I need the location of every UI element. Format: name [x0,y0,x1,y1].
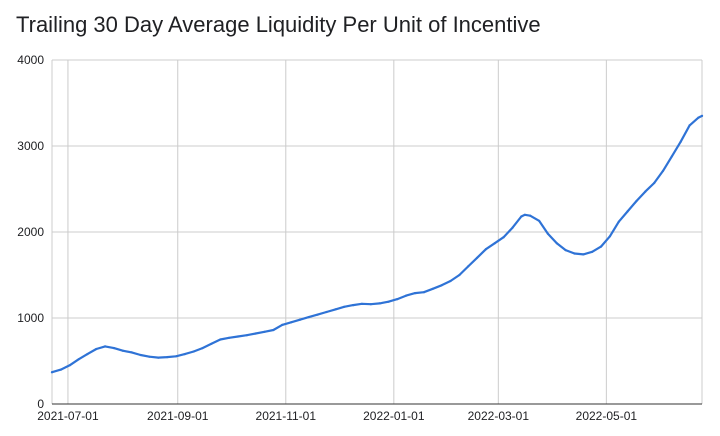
data-point [104,345,107,348]
data-point [422,291,425,294]
data-point [502,236,505,239]
data-point [635,199,638,203]
data-point [653,181,656,185]
data-point [378,302,381,305]
horizontal-gridlines [52,59,702,405]
data-point [414,292,417,295]
chart-title: Trailing 30 Day Average Liquidity Per Un… [16,12,541,37]
y-tick-label: 0 [37,397,44,411]
data-point [538,219,541,222]
data-point [343,305,346,308]
data-point [529,214,532,217]
data-point [493,242,496,245]
data-point [511,226,514,229]
y-tick-label: 1000 [17,311,44,325]
data-point [573,252,576,255]
data-point [316,313,319,316]
x-axis-tick-labels: 2021-07-01 2021-09-01 2021-11-01 2022-01-01… [37,409,637,423]
data-point [157,356,160,359]
data-point [360,302,363,305]
data-point [405,294,408,297]
data-point [325,310,328,314]
data-point [174,355,178,358]
data-point [201,347,204,350]
series-group [50,114,704,374]
x-tick-label: 2022-03-01 [468,409,530,423]
data-point [546,232,550,235]
data-point [59,368,63,371]
data-point [523,213,527,216]
x-tick-label: 2021-11-01 [256,409,317,423]
data-point [50,371,54,374]
data-point [77,358,80,361]
data-point [564,249,567,252]
data-point [440,284,443,287]
data-point [369,303,372,306]
data-point [679,140,682,143]
data-point [599,245,603,248]
data-point [670,155,674,158]
data-point [591,250,594,253]
data-point [307,316,310,319]
data-point [661,169,665,172]
data-point [555,242,558,245]
data-point [68,364,71,367]
y-tick-label: 4000 [17,53,44,67]
data-point [112,347,116,350]
data-point [210,342,213,345]
data-point [254,332,257,335]
data-point [688,124,691,127]
data-point [582,253,585,256]
data-point [449,279,452,283]
series-line [50,114,704,374]
data-point [697,116,700,119]
data-point [431,287,434,290]
data-point [467,265,470,268]
data-point [95,347,98,351]
data-point [130,351,133,354]
data-point [617,220,620,223]
data-point [458,273,461,277]
x-tick-label: 2022-05-01 [576,409,638,423]
data-point [121,349,124,352]
data-point [183,353,186,356]
x-tick-label: 2021-07-01 [37,409,99,423]
data-point [352,304,355,307]
data-point [139,353,142,357]
y-tick-label: 2000 [17,225,44,239]
data-point [281,323,284,326]
data-point [290,321,293,324]
y-tick-label: 3000 [17,139,44,153]
data-point [626,210,629,213]
data-point [166,356,169,359]
data-point [148,355,151,358]
data-point [334,308,337,311]
y-axis-tick-labels: 0 1000 2000 3000 4000 [17,53,44,411]
data-point [644,190,647,193]
data-point [396,298,399,301]
data-point [476,256,479,259]
data-point [700,114,704,117]
data-point [86,353,89,356]
data-point [263,330,266,333]
data-point [245,334,248,337]
data-point [236,335,240,338]
data-point [298,318,302,321]
data-point [192,350,195,353]
data-point [228,336,231,339]
x-tick-label: 2021-09-01 [147,409,209,423]
data-point [520,215,523,218]
data-point [387,300,390,303]
x-tick-label: 2022-01-01 [363,409,425,423]
data-point [608,235,612,238]
data-point [484,248,487,251]
data-point [219,338,222,341]
data-point [272,328,275,332]
